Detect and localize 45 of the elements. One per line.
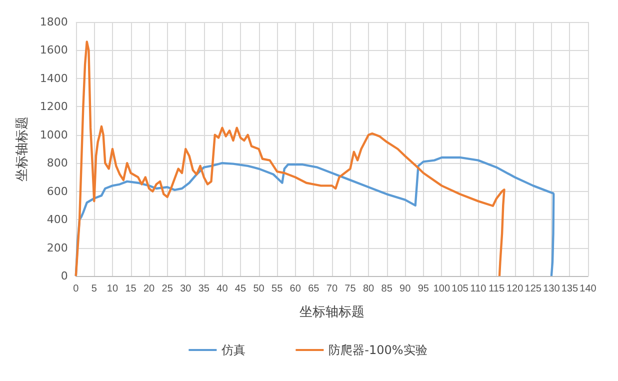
x-tick-label: 130 <box>543 284 560 294</box>
x-tick-label: 5 <box>91 284 98 294</box>
x-tick-label: 15 <box>125 284 137 294</box>
line-series <box>74 40 506 278</box>
y-tick-label: 200 <box>46 241 68 254</box>
x-tick-label: 70 <box>326 284 338 294</box>
y-tick-label: 1800 <box>40 16 68 28</box>
x-tick-label: 60 <box>290 284 302 294</box>
y-tick-label: 600 <box>46 184 68 198</box>
x-tick-label: 30 <box>180 284 192 294</box>
x-tick-label: 10 <box>106 284 118 294</box>
legend-label: 防爬器-100%实验 <box>328 343 428 357</box>
x-tick-label: 45 <box>234 284 246 294</box>
x-tick-label: 55 <box>272 284 284 294</box>
x-tick-label: 90 <box>400 284 412 294</box>
y-tick-label: 1400 <box>40 72 68 85</box>
x-tick-label: 115 <box>488 284 505 294</box>
x-tick-label: 110 <box>470 284 487 294</box>
x-tick-label: 140 <box>580 284 597 294</box>
legend-label: 仿真 <box>220 343 246 357</box>
line-series <box>74 156 555 278</box>
x-tick-label: 120 <box>506 284 524 294</box>
x-tick-label: 95 <box>418 284 430 294</box>
y-tick-label: 800 <box>46 156 68 170</box>
x-tick-label: 20 <box>143 284 156 294</box>
x-tick-label: 25 <box>162 284 174 294</box>
y-tick-label: 1600 <box>40 44 68 57</box>
x-tick-label: 35 <box>198 284 210 294</box>
y-axis-title: 坐标轴标题 <box>15 116 30 182</box>
x-tick-label: 40 <box>216 284 228 294</box>
x-axis-title: 坐标轴标题 <box>299 305 364 320</box>
x-tick-label: 0 <box>73 284 80 294</box>
x-tick-label: 105 <box>452 284 469 294</box>
x-tick-label: 100 <box>433 284 450 294</box>
y-tick-label: 1200 <box>40 100 68 114</box>
x-tick-label: 80 <box>362 284 375 294</box>
x-tick-label: 75 <box>344 284 356 294</box>
x-tick-label: 65 <box>308 284 320 294</box>
x-tick-label: 125 <box>524 284 542 294</box>
x-tick-label: 85 <box>381 284 393 294</box>
x-tick-label: 50 <box>253 284 265 294</box>
y-tick-label: 1000 <box>40 128 68 142</box>
y-tick-label: 400 <box>46 213 68 226</box>
x-tick-label: 135 <box>561 284 578 294</box>
y-tick-label: 0 <box>60 270 68 282</box>
